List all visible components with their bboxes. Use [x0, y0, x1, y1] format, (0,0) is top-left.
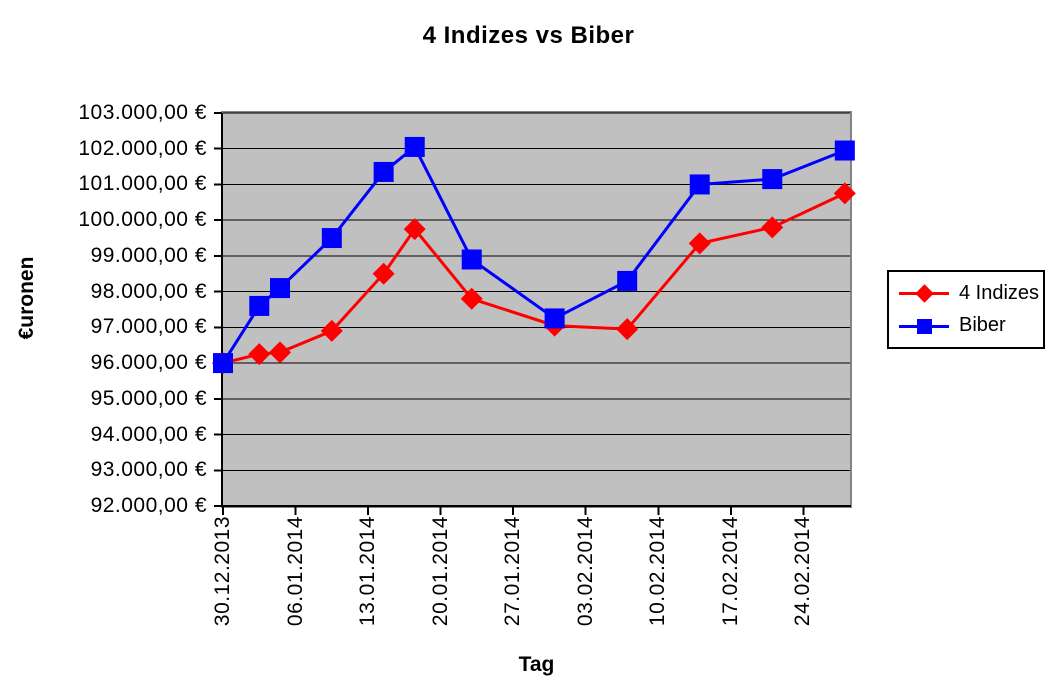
- x-tick-label: 10.02.2014: [646, 516, 670, 627]
- data-point-diamond: [372, 262, 395, 285]
- data-point-diamond: [320, 319, 343, 342]
- x-tick-label: 24.02.2014: [791, 516, 815, 627]
- data-point-diamond: [248, 343, 271, 366]
- data-point-diamond: [833, 182, 856, 205]
- data-point-diamond: [269, 341, 291, 364]
- y-tick-label: 102.000,00 €: [78, 136, 207, 160]
- legend-entry-4-indizes: 4 Indizes: [899, 282, 1043, 305]
- x-tick-label: 06.01.2014: [283, 516, 307, 627]
- legend-diamond-swatch: [915, 284, 934, 303]
- data-point-square: [321, 228, 342, 249]
- x-tick-label: 03.02.2014: [573, 516, 597, 627]
- series-line-4-indizes: [222, 192, 846, 365]
- square-marker-icon: [899, 315, 949, 337]
- y-tick-label: 98.000,00 €: [90, 279, 207, 303]
- x-tick-label: 13.01.2014: [356, 516, 380, 627]
- data-point-square: [617, 270, 638, 291]
- data-point-diamond: [688, 232, 711, 255]
- x-axis-title: Tag: [518, 653, 555, 676]
- data-point-square: [689, 174, 710, 195]
- diamond-marker-icon: [899, 282, 949, 304]
- x-tick-label: 27.01.2014: [501, 516, 525, 627]
- data-point-square: [249, 295, 270, 316]
- data-point-square: [544, 308, 565, 329]
- data-point-square: [373, 161, 394, 182]
- legend-entry-biber: Biber: [899, 314, 1043, 337]
- legend-square-swatch: [917, 318, 932, 334]
- chart-title: 4 Indizes vs Biber: [422, 22, 635, 49]
- legend-label: Biber: [959, 314, 1006, 337]
- data-point-diamond: [460, 287, 483, 310]
- data-point-square: [461, 249, 482, 270]
- data-point-square: [762, 169, 783, 190]
- x-tick-label: 20.01.2014: [428, 516, 452, 627]
- y-tick-label: 96.000,00 €: [90, 351, 207, 375]
- x-tick-label: 30.12.2013: [211, 516, 234, 627]
- series-line-biber: [221, 144, 846, 364]
- legend-label: 4 Indizes: [959, 281, 1040, 304]
- data-point-diamond: [616, 318, 639, 341]
- data-point-square: [270, 278, 290, 299]
- x-tick-label: 17.02.2014: [718, 516, 742, 627]
- y-tick-label: 95.000,00 €: [90, 386, 207, 410]
- y-tick-label: 94.000,00 €: [90, 422, 207, 446]
- y-tick-label: 103.000,00 €: [78, 101, 207, 124]
- y-tick-label: 99.000,00 €: [90, 243, 207, 267]
- y-tick-label: 100.000,00 €: [78, 208, 207, 232]
- data-point-diamond: [761, 216, 784, 239]
- y-tick-label: 92.000,00 €: [90, 494, 207, 517]
- data-point-square: [213, 353, 233, 374]
- legend: 4 Indizes Biber: [887, 270, 1045, 349]
- data-point-square: [834, 140, 855, 161]
- plot-area: [221, 111, 852, 508]
- data-point-diamond: [403, 218, 426, 241]
- y-tick-label: 97.000,00 €: [90, 315, 207, 339]
- y-tick-label: 101.000,00 €: [78, 172, 207, 196]
- y-tick-label: 93.000,00 €: [90, 458, 207, 482]
- data-point-square: [404, 136, 425, 157]
